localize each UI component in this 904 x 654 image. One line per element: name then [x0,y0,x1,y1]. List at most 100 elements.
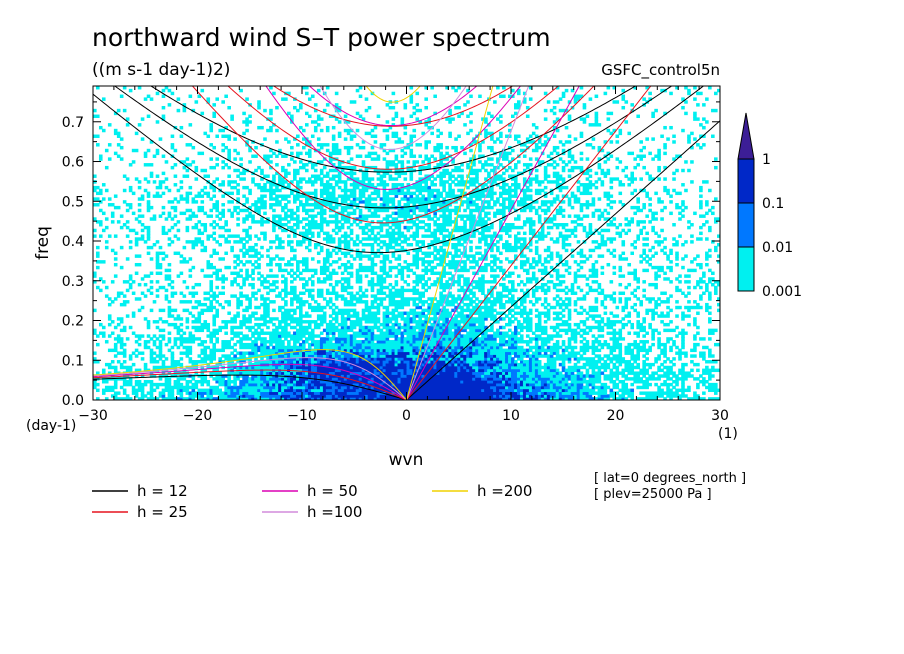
power-cell [597,231,602,236]
power-cell [609,154,614,158]
power-cell [579,391,584,395]
power-cell [400,188,405,193]
power-cell [260,223,264,227]
power-cell [293,311,297,315]
power-cell [475,328,482,333]
power-cell [499,305,506,310]
power-cell [272,280,279,284]
power-cell [316,137,321,141]
power-cell [284,137,288,141]
power-cell [367,208,372,213]
power-cell [666,368,673,373]
power-cell [325,251,333,256]
power-cell [684,294,688,298]
power-cell [376,154,381,158]
power-cell [161,394,166,398]
power-cell [319,171,324,176]
power-cell [531,377,536,381]
power-cell [149,394,154,398]
power-cell [499,362,509,367]
power-cell [633,340,637,344]
power-cell [269,397,273,400]
power-cell [519,308,527,313]
power-cell [382,148,387,153]
power-cell [349,174,354,178]
power-cell [528,237,533,241]
power-cell [445,302,455,307]
power-cell [284,203,288,207]
power-cell [203,191,211,196]
power-cell [681,365,685,370]
power-cell [310,280,315,284]
power-cell [218,225,225,230]
power-cell [490,260,497,264]
power-cell [567,148,572,153]
power-cell [433,177,437,181]
power-cell [146,391,154,395]
power-cell [170,345,175,350]
power-cell [600,240,608,244]
power-cell [570,285,575,290]
power-cell [531,274,536,278]
power-cell [540,380,548,384]
power-cell [182,345,193,350]
power-cell [457,351,464,355]
power-cell [185,200,190,204]
power-cell [364,131,372,136]
power-cell [302,217,309,221]
power-cell [116,220,121,224]
power-cell [519,288,524,293]
power-cell [328,371,336,375]
power-cell [573,302,578,307]
power-cell [263,311,270,315]
power-cell [322,311,327,315]
power-cell [361,382,366,387]
power-cell [355,217,360,221]
power-cell [424,322,428,327]
power-cell [409,325,414,330]
power-cell [382,348,387,353]
power-cell [307,382,312,387]
power-cell [394,140,405,144]
power-cell [373,322,378,327]
power-cell [209,397,214,400]
power-cell [708,397,720,400]
power-cell [484,354,488,358]
power-cell [669,308,673,313]
power-cell [385,348,393,353]
power-cell [418,365,423,370]
power-cell [131,191,136,196]
power-cell [627,177,637,181]
power-cell [651,225,655,230]
power-cell [505,385,509,390]
power-cell [657,331,661,335]
power-cell [325,288,330,293]
power-cell [687,285,691,290]
power-cell [552,285,557,290]
power-cell [534,385,542,390]
power-cell [546,245,551,250]
power-cell [364,154,372,158]
power-cell [573,274,587,278]
power-cell [705,251,709,256]
power-cell [657,165,661,170]
power-cell [516,320,521,324]
power-cell [415,368,420,373]
power-cell [558,140,563,144]
power-cell [239,320,252,324]
power-cell [215,163,219,167]
power-cell [275,365,279,370]
power-cell [534,348,560,353]
power-cell [233,388,237,393]
power-cell [436,163,449,167]
power-cell [352,180,366,184]
power-cell [406,188,411,193]
power-cell [513,185,521,190]
power-cell [513,163,518,167]
power-cell [537,231,545,236]
power-cell [290,280,294,284]
power-cell [603,377,614,381]
power-cell [191,225,199,230]
power-cell [537,214,542,218]
power-cell [400,325,411,330]
